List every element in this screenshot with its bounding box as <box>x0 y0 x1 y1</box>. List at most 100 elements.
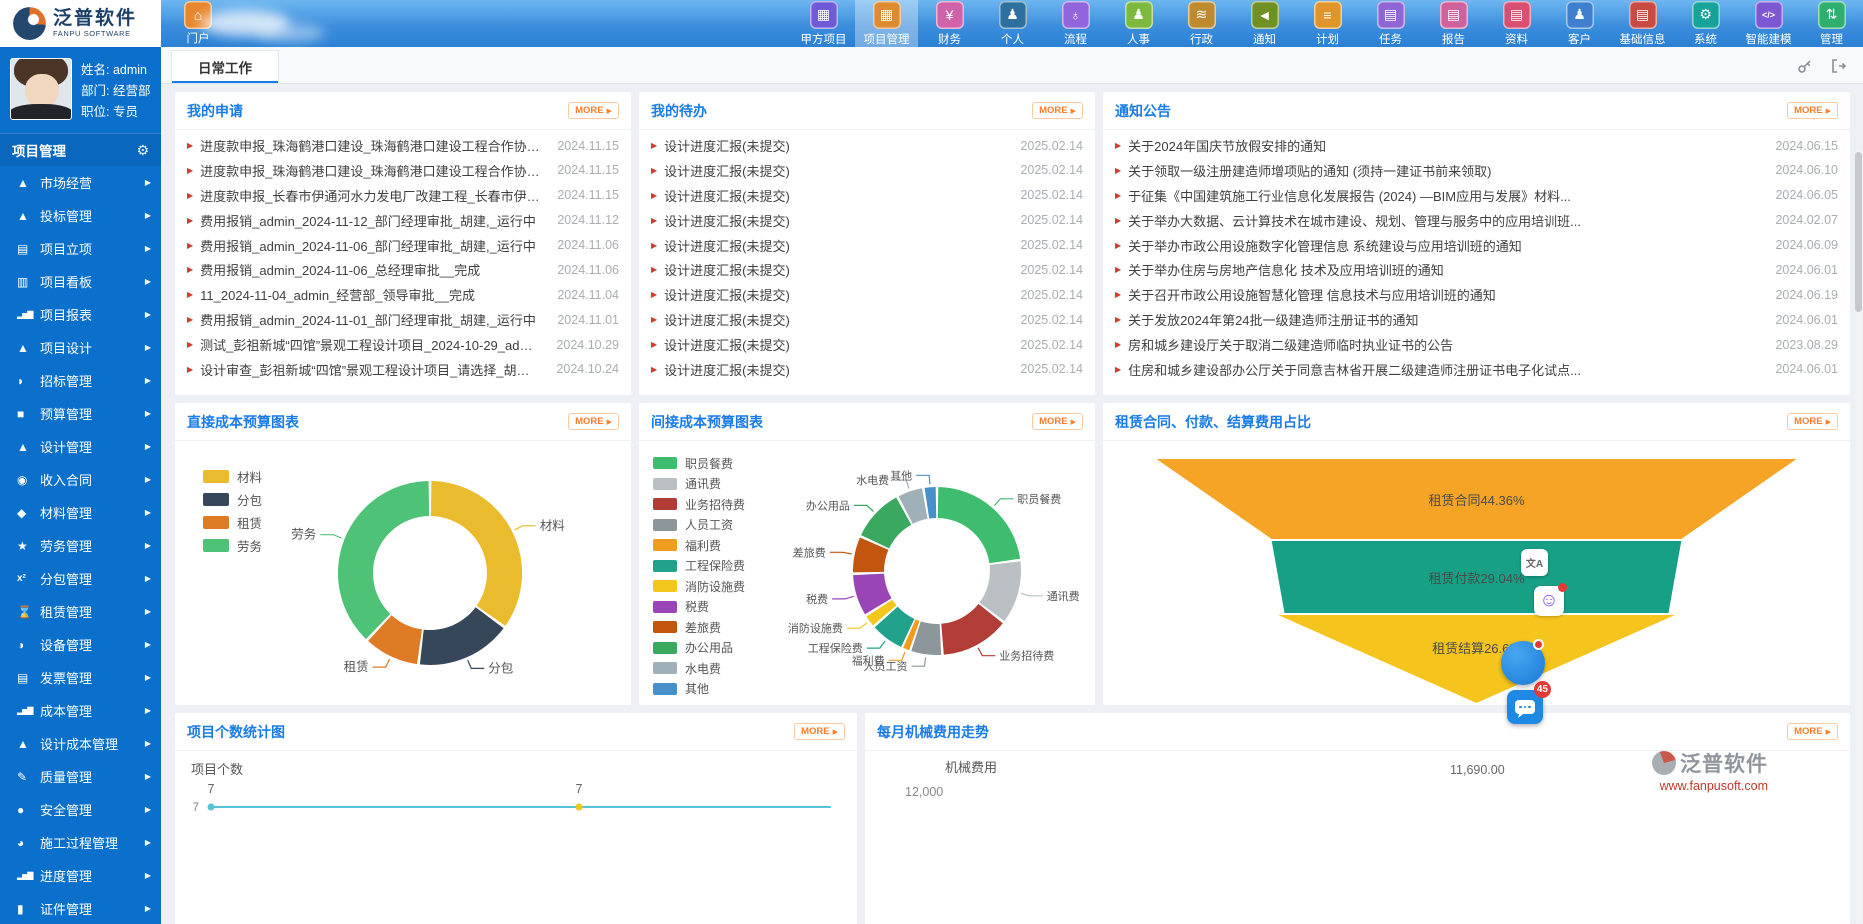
sidebar-item-subcontract[interactable]: x²分包管理▶ <box>0 562 161 595</box>
todo-row[interactable]: ▶设计进度汇报(未提交)2025.02.14 <box>651 211 1083 230</box>
legend-item-福利费[interactable]: 福利费 <box>653 535 745 556</box>
sidebar-item-cost[interactable]: ▂▅▇成本管理▶ <box>0 694 161 727</box>
notice-row[interactable]: ▶住房和城乡建设部办公厅关于同意吉林省开展二级建造师注册证书电子化试点...20… <box>1115 360 1838 379</box>
legend-item-工程保险费[interactable]: 工程保险费 <box>653 556 745 577</box>
sidebar-item-income-contract[interactable]: ◉收入合同▶ <box>0 463 161 496</box>
todo-row[interactable]: ▶设计进度汇报(未提交)2025.02.14 <box>651 360 1083 379</box>
nav-item-project-mgmt[interactable]: ▦项目管理 <box>855 0 918 47</box>
todo-row[interactable]: ▶设计进度汇报(未提交)2025.02.14 <box>651 285 1083 304</box>
avatar[interactable] <box>10 58 72 120</box>
funnel-stage-1[interactable]: 租赁合同44.36% <box>1157 459 1797 539</box>
more-button[interactable]: MORE▶ <box>1787 102 1838 119</box>
application-row[interactable]: ▶进度款申报_长春市伊通河水力发电厂改建工程_长春市伊通河水力发电...2024… <box>187 186 619 205</box>
sidebar-item-market[interactable]: ▲市场经营▶ <box>0 166 161 199</box>
nav-item-notice[interactable]: ◄通知 <box>1233 0 1296 47</box>
sidebar-item-design-cost[interactable]: ▲设计成本管理▶ <box>0 727 161 760</box>
sidebar-item-project-board[interactable]: ▥项目看板▶ <box>0 265 161 298</box>
sidebar-item-bidding[interactable]: ▲投标管理▶ <box>0 199 161 232</box>
legend-item-办公用品[interactable]: 办公用品 <box>653 638 745 659</box>
funnel-stage-2[interactable]: 租赁付款29.04% <box>1157 541 1797 613</box>
more-button[interactable]: MORE▶ <box>1787 413 1838 430</box>
legend-item-通讯费[interactable]: 通讯费 <box>653 474 745 495</box>
todo-row[interactable]: ▶设计进度汇报(未提交)2025.02.14 <box>651 186 1083 205</box>
sidebar-item-equipment[interactable]: ◑设备管理▶ <box>0 628 161 661</box>
more-button[interactable]: MORE▶ <box>794 723 845 740</box>
legend-item-租赁[interactable]: 租赁 <box>203 511 262 534</box>
nav-item-document[interactable]: ▤资料 <box>1485 0 1548 47</box>
todo-row[interactable]: ▶设计进度汇报(未提交)2025.02.14 <box>651 236 1083 255</box>
legend-item-人员工资[interactable]: 人员工资 <box>653 515 745 536</box>
nav-item-report[interactable]: ▤报告 <box>1422 0 1485 47</box>
logout-icon[interactable] <box>1831 58 1847 74</box>
legend-item-材料[interactable]: 材料 <box>203 465 262 488</box>
application-row[interactable]: ▶费用报销_admin_2024-11-01_部门经理审批_胡建,_运行中202… <box>187 310 619 329</box>
nav-item-owner-project[interactable]: ▦甲方项目 <box>792 0 855 47</box>
more-button[interactable]: MORE▶ <box>1787 723 1838 740</box>
nav-item-hr[interactable]: ♟人事 <box>1107 0 1170 47</box>
nav-item-task[interactable]: ▤任务 <box>1359 0 1422 47</box>
password-key-icon[interactable] <box>1797 58 1813 74</box>
gear-icon[interactable]: ⚙ <box>136 142 149 159</box>
scrollbar-thumb[interactable] <box>1855 152 1862 312</box>
legend-item-其他[interactable]: 其他 <box>653 679 745 700</box>
sidebar-item-project-initiation[interactable]: ▤项目立项▶ <box>0 232 161 265</box>
todo-row[interactable]: ▶设计进度汇报(未提交)2025.02.14 <box>651 136 1083 155</box>
notice-row[interactable]: ▶关于举办大数据、云计算技术在城市建设、规划、管理与服务中的应用培训班...20… <box>1115 211 1838 230</box>
nav-item-plan[interactable]: ≡计划 <box>1296 0 1359 47</box>
notice-row[interactable]: ▶房和城乡建设厅关于取消二级建造师临时执业证书的公告2023.08.29 <box>1115 335 1838 354</box>
sidebar-item-certificate[interactable]: ▮证件管理▶ <box>0 892 161 924</box>
legend-item-业务招待费[interactable]: 业务招待费 <box>653 494 745 515</box>
notice-row[interactable]: ▶关于举办住房与房地产信息化 技术及应用培训班的通知2024.06.01 <box>1115 260 1838 279</box>
message-widget[interactable]: 45 <box>1507 690 1543 724</box>
application-row[interactable]: ▶11_2024-11-04_admin_经营部_领导审批__完成2024.11… <box>187 285 619 304</box>
application-row[interactable]: ▶费用报销_admin_2024-11-06_总经理审批__完成2024.11.… <box>187 260 619 279</box>
more-button[interactable]: MORE▶ <box>1032 413 1083 430</box>
legend-item-消防设施费[interactable]: 消防设施费 <box>653 576 745 597</box>
notice-row[interactable]: ▶关于召开市政公用设施智慧化管理 信息技术与应用培训班的通知2024.06.19 <box>1115 285 1838 304</box>
notice-row[interactable]: ▶关于发放2024年第24批一级建造师注册证书的通知2024.06.01 <box>1115 310 1838 329</box>
notice-row[interactable]: ▶于征集《中国建筑施工行业信息化发展报告 (2024) —BIM应用与发展》材料… <box>1115 186 1838 205</box>
sidebar-item-quality[interactable]: ✎质量管理▶ <box>0 760 161 793</box>
sidebar-item-project-report[interactable]: ▂▅▇项目报表▶ <box>0 298 161 331</box>
qq-contact-widget[interactable] <box>1501 641 1545 685</box>
sidebar-item-budget[interactable]: ■预算管理▶ <box>0 397 161 430</box>
todo-row[interactable]: ▶设计进度汇报(未提交)2025.02.14 <box>651 161 1083 180</box>
nav-item-system[interactable]: ⚙系统 <box>1674 0 1737 47</box>
application-row[interactable]: ▶进度款申报_珠海鹤港口建设_珠海鹤港口建设工程合作协议书_admin_...2… <box>187 161 619 180</box>
legend-item-差旅费[interactable]: 差旅费 <box>653 617 745 638</box>
translate-widget[interactable]: 文A <box>1521 549 1548 576</box>
sidebar-item-lease[interactable]: ⌛租赁管理▶ <box>0 595 161 628</box>
nav-item-smart-modeling[interactable]: </>智能建模 <box>1737 0 1800 47</box>
nav-item-manage[interactable]: ⇅管理 <box>1800 0 1863 47</box>
funnel-stage-3[interactable]: 租赁结算26.6% <box>1157 615 1797 703</box>
sidebar-item-construction-process[interactable]: ◕施工过程管理▶ <box>0 826 161 859</box>
donut-slice-劳务[interactable] <box>338 481 429 639</box>
application-row[interactable]: ▶费用报销_admin_2024-11-12_部门经理审批_胡建,_运行中202… <box>187 211 619 230</box>
tab-daily-work[interactable]: 日常工作 <box>171 50 279 83</box>
sidebar-item-material[interactable]: ◆材料管理▶ <box>0 496 161 529</box>
application-row[interactable]: ▶费用报销_admin_2024-11-06_部门经理审批_胡建,_运行中202… <box>187 236 619 255</box>
notice-row[interactable]: ▶关于领取一级注册建造师增项贴的通知 (须持一建证书前来领取)2024.06.1… <box>1115 161 1838 180</box>
legend-item-税费[interactable]: 税费 <box>653 597 745 618</box>
notice-row[interactable]: ▶关于举办市政公用设施数字化管理信息 系统建设与应用培训班的通知2024.06.… <box>1115 236 1838 255</box>
legend-item-职员餐费[interactable]: 职员餐费 <box>653 453 745 474</box>
nav-item-finance[interactable]: ¥财务 <box>918 0 981 47</box>
application-row[interactable]: ▶设计审查_彭祖新城“四馆”景观工程设计项目_请选择_胡广生_2024-10-2… <box>187 360 619 379</box>
nav-item-basic-info[interactable]: ▤基础信息 <box>1611 0 1674 47</box>
notice-row[interactable]: ▶关于2024年国庆节放假安排的通知2024.06.15 <box>1115 136 1838 155</box>
nav-item-portal[interactable]: ⌂ 门户 <box>169 0 227 47</box>
emoji-widget[interactable]: ☺ <box>1534 586 1564 616</box>
sidebar-section-project-mgmt[interactable]: 项目管理 ⚙ <box>0 133 161 166</box>
todo-row[interactable]: ▶设计进度汇报(未提交)2025.02.14 <box>651 335 1083 354</box>
application-row[interactable]: ▶测试_彭祖新城“四馆”景观工程设计项目_2024-10-29_admin_结束… <box>187 335 619 354</box>
vertical-scrollbar[interactable] <box>1855 150 1862 922</box>
legend-item-劳务[interactable]: 劳务 <box>203 534 262 557</box>
application-row[interactable]: ▶进度款申报_珠海鹤港口建设_珠海鹤港口建设工程合作协议书_admin_...2… <box>187 136 619 155</box>
more-button[interactable]: MORE▶ <box>1032 102 1083 119</box>
sidebar-item-project-design[interactable]: ▲项目设计▶ <box>0 331 161 364</box>
sidebar-item-labor[interactable]: ★劳务管理▶ <box>0 529 161 562</box>
nav-item-process[interactable]: ♁流程 <box>1044 0 1107 47</box>
more-button[interactable]: MORE▶ <box>568 413 619 430</box>
sidebar-item-safety[interactable]: ●安全管理▶ <box>0 793 161 826</box>
sidebar-item-tender[interactable]: ◗招标管理▶ <box>0 364 161 397</box>
